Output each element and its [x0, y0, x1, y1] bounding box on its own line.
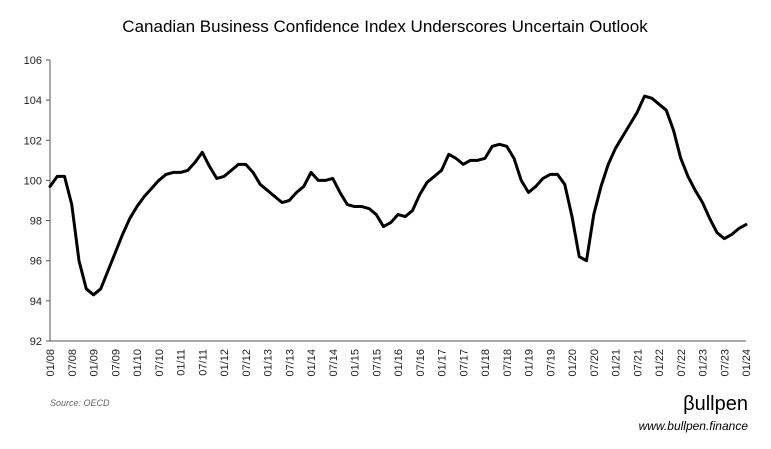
x-tick-label: 01/09 [89, 349, 101, 377]
x-tick-label: 07/14 [328, 349, 340, 377]
x-tick-label: 01/20 [567, 349, 579, 377]
chart-title: Canadian Business Confidence Index Under… [122, 17, 648, 36]
y-tick-label: 98 [30, 216, 42, 228]
x-tick-label: 07/16 [415, 349, 427, 377]
x-tick-label: 01/08 [45, 349, 57, 377]
x-tick-label: 07/19 [545, 349, 557, 377]
x-tick-label: 01/21 [611, 349, 623, 377]
x-tick-label: 01/24 [741, 349, 753, 377]
x-tick-label: 07/20 [589, 349, 601, 377]
x-tick-label: 07/10 [154, 349, 166, 377]
x-tick-label: 07/23 [719, 349, 731, 377]
x-tick-label: 07/18 [502, 349, 514, 377]
x-tick-label: 07/15 [371, 349, 383, 377]
y-tick-label: 106 [24, 55, 42, 67]
x-tick-label: 01/17 [437, 349, 449, 377]
x-tick-label: 07/13 [284, 349, 296, 377]
y-tick-label: 100 [24, 175, 42, 187]
brand: βullpen [683, 393, 748, 415]
x-tick-label: 01/10 [132, 349, 144, 377]
x-tick-label: 01/22 [654, 349, 666, 377]
x-tick-label: 07/09 [110, 349, 122, 377]
x-tick-label: 01/18 [480, 349, 492, 377]
x-tick-label: 01/14 [306, 349, 318, 377]
x-tick-label: 01/16 [393, 349, 405, 377]
x-tick-label: 07/22 [676, 349, 688, 377]
website: www.bullpen.finance [639, 419, 749, 433]
y-tick-label: 104 [24, 95, 42, 107]
y-tick-label: 94 [30, 296, 42, 308]
x-tick-label: 01/11 [176, 349, 188, 376]
y-tick-label: 102 [24, 135, 42, 147]
x-tick-label: 07/11 [197, 349, 209, 376]
x-tick-label: 07/17 [458, 349, 470, 377]
x-tick-label: 01/13 [263, 349, 275, 377]
y-tick-label: 96 [30, 256, 42, 268]
x-tick-label: 01/15 [350, 349, 362, 377]
x-tick-label: 07/21 [632, 349, 644, 377]
x-tick-label: 07/08 [67, 349, 79, 377]
x-tick-label: 01/23 [698, 349, 710, 377]
data-line [48, 94, 748, 297]
source: Source: OECD [50, 398, 110, 408]
x-tick-label: 01/19 [524, 349, 536, 377]
x-tick-label: 07/12 [241, 349, 253, 377]
x-tick-label: 01/12 [219, 349, 231, 377]
y-tick-label: 92 [30, 336, 42, 348]
